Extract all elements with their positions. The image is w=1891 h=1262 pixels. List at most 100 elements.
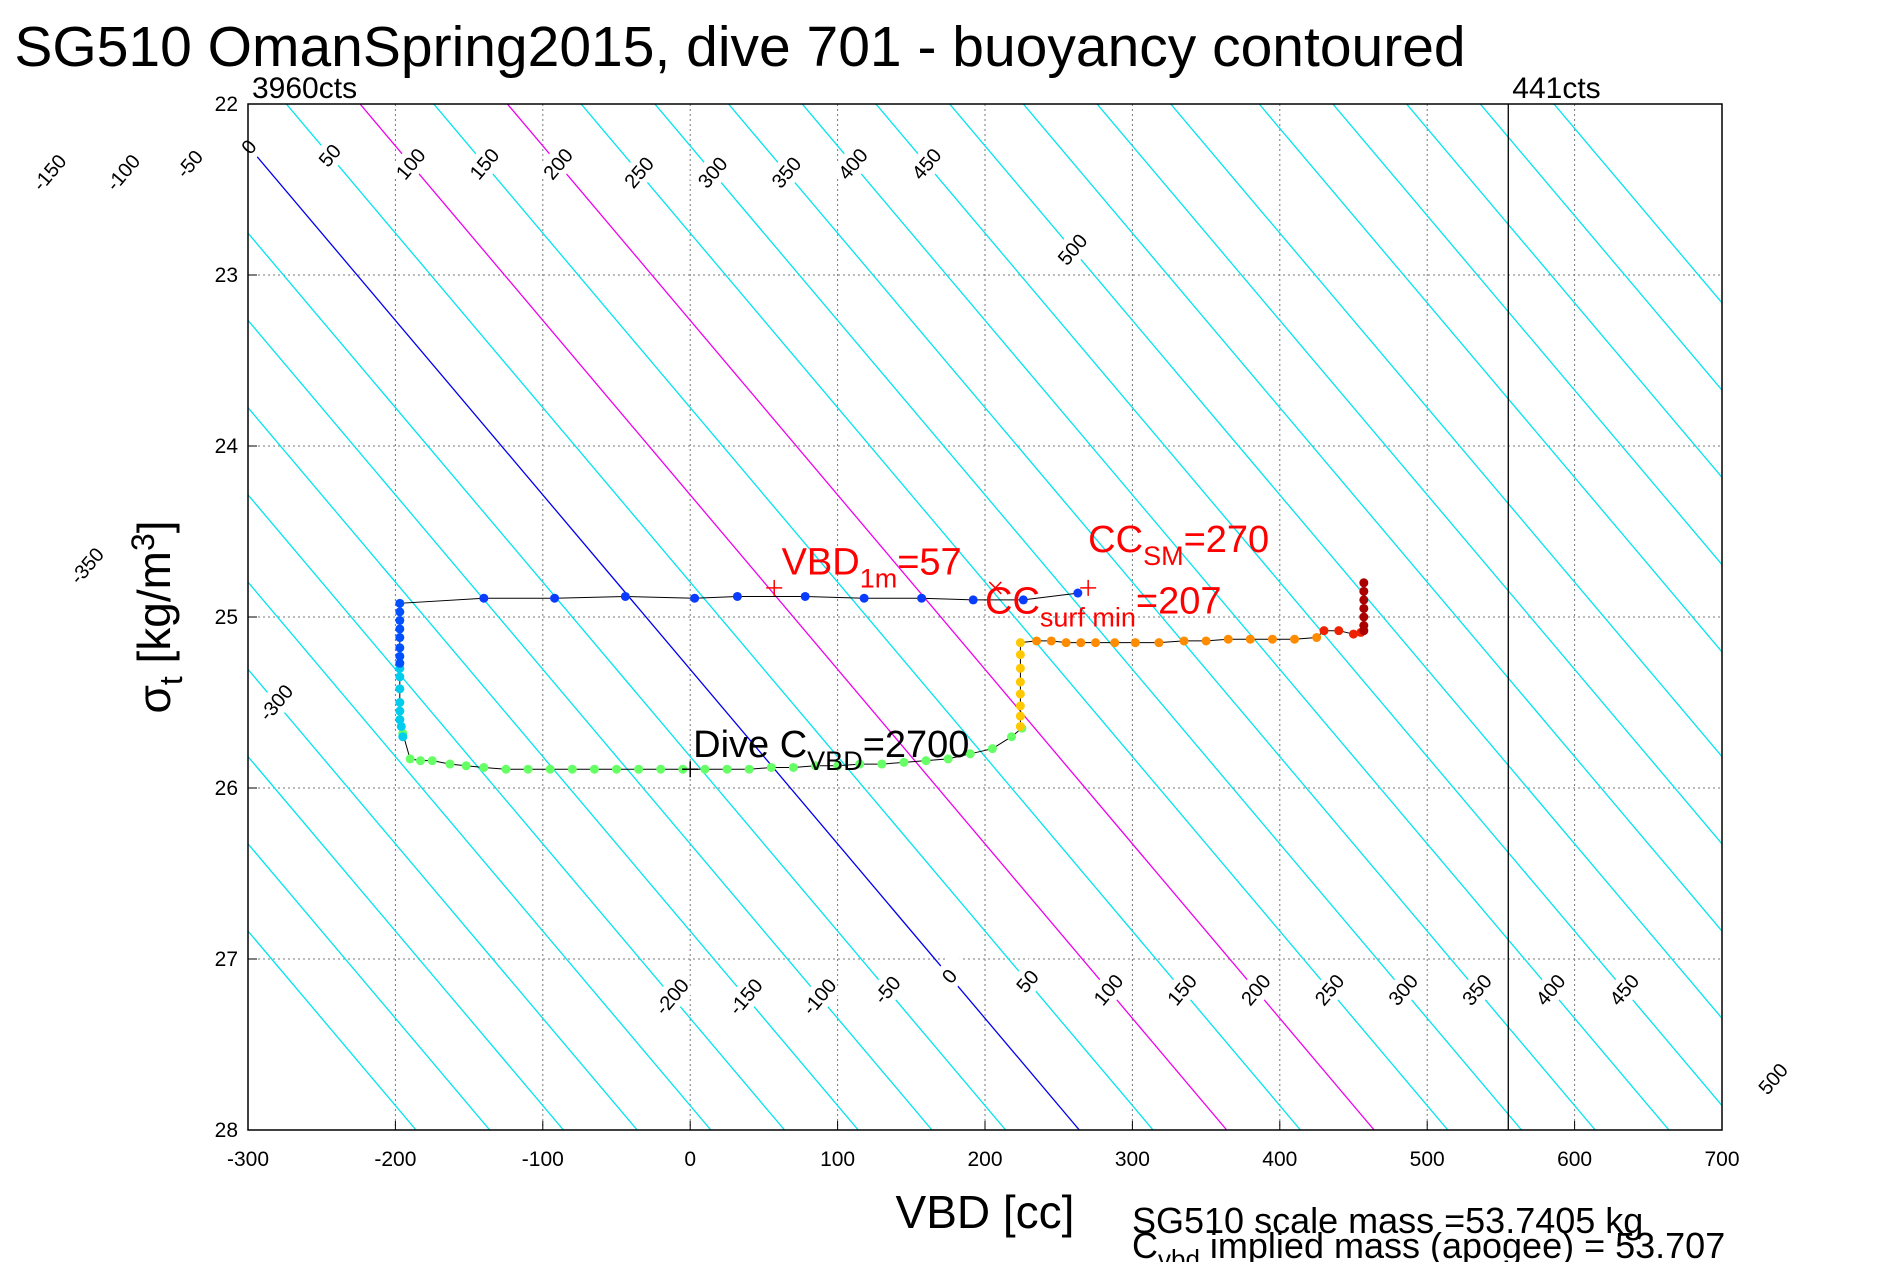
- dive-point: [427, 756, 437, 766]
- dive-point: [810, 761, 820, 771]
- contour-label-bg: [796, 972, 843, 1021]
- buoyancy-contour-850: [1479, 104, 1722, 392]
- dive-point: [965, 749, 975, 759]
- y-axis-label-sub: t: [153, 676, 189, 685]
- dive-point: [1334, 626, 1344, 636]
- footer-scale-mass: SG510 scale mass =53.7405 kg: [1132, 1200, 1643, 1241]
- y-tick-label: 24: [215, 435, 239, 458]
- contour-label-bg: [1601, 966, 1648, 1014]
- count-marker-labels: 3960cts 441cts: [252, 72, 1601, 105]
- dive-point: [523, 764, 533, 774]
- dive-point: [589, 764, 599, 774]
- dive-point: [732, 591, 742, 601]
- cc-surf-min-label-sub: surf min: [1040, 603, 1136, 633]
- y-axis-label-symbol: σ: [128, 685, 180, 713]
- cc-surf-min-marker: [988, 581, 1002, 595]
- vbd1m-label-main: VBD: [782, 541, 860, 583]
- dive-point: [395, 615, 405, 625]
- contour-label-bg: [535, 140, 581, 188]
- buoyancy-contour-450: [875, 104, 1722, 1107]
- dive-point: [395, 672, 405, 682]
- buoyancy-contour-600: [1096, 104, 1722, 845]
- dive-point: [620, 591, 630, 601]
- dive-point: [833, 761, 843, 771]
- dive-point: [722, 764, 732, 774]
- footer-cvbd-sub: vbd: [1158, 1244, 1200, 1262]
- buoyancy-contour--450: [248, 930, 417, 1130]
- buoyancy-contour-250: [580, 104, 1449, 1130]
- cc-surf-min-label-tail: =207: [1136, 581, 1222, 623]
- buoyancy-contour-200: [506, 104, 1375, 1130]
- buoyancy-contour-400: [801, 104, 1670, 1130]
- dive-point: [859, 593, 869, 603]
- dive-point: [1091, 638, 1101, 648]
- contour-label-bg: [1049, 225, 1096, 274]
- plot-area: -450-400-350-300-250-200-150-100-5005010…: [26, 103, 1796, 1131]
- dive-point: [1312, 633, 1322, 643]
- cc-surf-min-label: CCsurf min=207: [985, 581, 1222, 633]
- x-tick-label: 700: [1704, 1148, 1739, 1171]
- dive-point: [921, 756, 931, 766]
- dive-point: [1267, 634, 1277, 644]
- dive-point: [1018, 595, 1028, 605]
- buoyancy-contour--100: [248, 319, 933, 1130]
- buoyancy-contour-700: [1258, 104, 1722, 653]
- dive-point: [545, 764, 555, 774]
- dive-point: [395, 598, 405, 608]
- dive-point: [968, 595, 978, 605]
- y-axis-label-close: ]: [128, 520, 180, 533]
- dive-point: [855, 759, 865, 769]
- buoyancy-contour-300: [654, 104, 1523, 1130]
- dive-point: [1223, 634, 1233, 644]
- buoyancy-contour-100: [359, 104, 1228, 1130]
- dive-point: [1015, 711, 1025, 721]
- contour-label-bg: [926, 952, 973, 1000]
- contour-label-bg: [864, 966, 911, 1014]
- buoyancy-contour--300: [248, 668, 638, 1130]
- contour-label-bg: [1232, 966, 1279, 1014]
- y-tick-label: 22: [215, 93, 238, 116]
- grid-lines: [248, 104, 1722, 1130]
- vbd1m-label-sub: 1m: [860, 563, 898, 593]
- count-marker-label: 3960cts: [252, 72, 357, 105]
- footer-implied-mass: Cvbd implied mass (apogee) = 53.707: [1132, 1225, 1725, 1262]
- dive-point: [1319, 626, 1329, 636]
- dive-point: [1359, 578, 1369, 588]
- dive-point: [690, 593, 700, 603]
- buoyancy-contour-labels: -450-400-350-300-250-200-150-100-5005010…: [26, 123, 1796, 1103]
- dive-point: [567, 764, 577, 774]
- y-axis-label-unit: [kg/m: [128, 551, 180, 676]
- contour-label-bg: [722, 972, 769, 1021]
- contour-label-bg: [616, 148, 662, 197]
- vbd1m-label: VBD1m=57: [782, 541, 962, 593]
- contour-label-bg: [253, 678, 299, 727]
- dive-point: [1015, 650, 1025, 660]
- buoyancy-contour-550: [1022, 104, 1722, 933]
- y-tick-label: 23: [215, 264, 238, 287]
- dive-point: [877, 759, 887, 769]
- dive-point: [405, 754, 415, 764]
- dive-point: [700, 764, 710, 774]
- dive-point: [1015, 677, 1025, 687]
- buoyancy-contour-150: [433, 104, 1301, 1130]
- dive-point: [1015, 689, 1025, 699]
- dive-cvbd-label-tail: =2700: [863, 724, 970, 766]
- dive-point: [1015, 638, 1025, 648]
- y-tick-label: 27: [215, 948, 238, 971]
- dive-point: [395, 715, 405, 725]
- x-axis-label: VBD [cc]: [896, 1186, 1075, 1238]
- contour-label-bg: [306, 131, 353, 179]
- dive-point: [656, 764, 666, 774]
- dive-point: [395, 607, 405, 617]
- contour-label-bg: [763, 148, 810, 197]
- buoyancy-contour-lines: [248, 104, 1722, 1130]
- dive-point: [943, 754, 953, 764]
- dive-point: [800, 591, 810, 601]
- count-marker-label: 441cts: [1512, 72, 1600, 105]
- dive-point: [1015, 721, 1025, 731]
- dive-point: [1359, 586, 1369, 596]
- y-axis-label: σt [kg/m3]: [125, 520, 189, 713]
- x-tick-label: 100: [820, 1148, 855, 1171]
- dive-point: [1359, 595, 1369, 605]
